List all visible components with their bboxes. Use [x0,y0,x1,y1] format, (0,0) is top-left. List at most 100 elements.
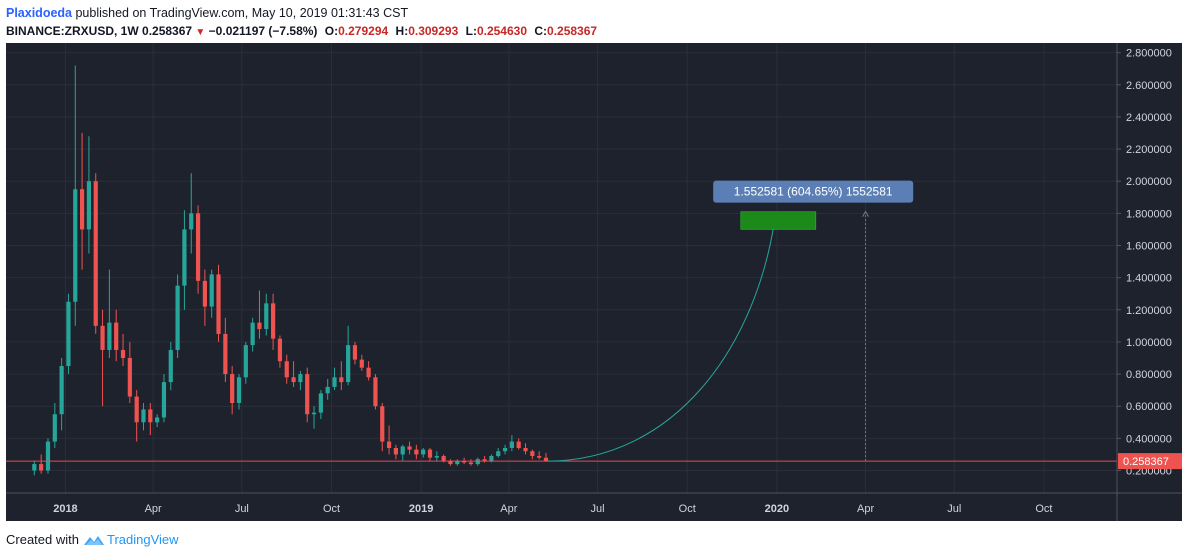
y-tick-label: 0.800000 [1126,369,1172,381]
candle-body [400,446,405,455]
tradingview-logo[interactable]: TradingView [83,532,179,547]
price-chart[interactable]: 1.552581 (604.65%) 1552581 2.800000 2.600… [6,43,1182,521]
time-axis[interactable]: 2018 Apr Jul Oct 2019 Apr Jul Oct 2020 Apr Jul Oct [53,503,1052,515]
y-tick-label: 1.400000 [1126,273,1172,285]
candle-body [39,464,44,471]
candle-body [475,459,480,465]
candle-body [195,213,201,281]
x-tick-label: Apr [500,503,517,515]
last-price: 0.258367 [142,24,193,38]
candle-body [148,409,153,423]
symbol-label: BINANCE:ZRXUSD, 1W [6,24,139,38]
candle-body [66,301,71,367]
tradingview-brand: TradingView [106,532,179,547]
x-tick-label: Jul [947,503,961,515]
candle-body [339,377,344,383]
measure-callout-box [713,180,914,203]
candle-body [448,460,453,465]
candle-body [291,377,296,383]
down-triangle-icon: ▼ [195,27,206,38]
y-tick-label: 2.000000 [1126,176,1172,188]
price-axis[interactable]: 2.800000 2.600000 2.400000 2.200000 2.000000… [1117,48,1182,478]
x-tick-label: Oct [1035,503,1052,515]
last-price-tag [1118,453,1182,470]
candle-body [482,459,487,461]
candle-body [277,338,283,362]
x-tick-label: 2018 [53,503,77,515]
candle-body [189,213,194,230]
time-axis-background [6,493,1182,521]
x-tick-label: Oct [679,503,696,515]
x-tick-label: 2020 [765,503,789,515]
open-value: 0.279294 [338,24,389,38]
candle-body [93,181,98,326]
close-value: 0.258367 [547,24,598,38]
close-label: C: [534,24,548,38]
candle-body [243,345,248,378]
y-tick-label: 1.600000 [1126,241,1172,253]
candle-body [441,456,446,461]
candle-body [305,374,310,415]
candle-body [107,322,112,350]
high-label: H: [395,24,409,38]
candle-body [489,456,494,461]
candle-body [393,448,399,455]
candle-body [250,322,255,346]
candle-body [502,448,508,452]
y-tick-label: 1.000000 [1126,337,1172,349]
target-zone-box[interactable] [740,211,817,230]
candle-body [543,457,549,462]
candle-body [380,406,385,442]
candle-body [141,409,146,423]
chart-area[interactable]: 1.552581 (604.65%) 1552581 2.800000 2.600… [6,43,1182,521]
author-link[interactable]: Plaxidoeda [6,6,72,20]
candle-body [155,417,160,423]
candle-body [86,181,92,230]
open-label: O: [324,24,339,38]
candle-body [264,303,269,330]
candle-body [523,448,528,452]
candle-body [271,303,276,339]
plot-background [6,43,1117,493]
measure-arrowhead [862,210,869,217]
y-tick-label: 2.800000 [1126,48,1172,60]
last-price-tag-label: 0.258367 [1123,456,1169,468]
candle-body [182,229,187,286]
symbol-line: BINANCE:ZRXUSD, 1W 0.258367 ▼ −0.021197 … [6,22,1186,40]
candle-body [284,361,289,378]
candle-body [120,349,126,358]
candle-body [462,460,467,463]
candle-body [32,464,37,471]
candle-body [407,446,412,450]
measure-callout-label: 1.552581 (604.65%) 1552581 [734,185,893,199]
candle-body [332,377,337,387]
candle-body [59,366,64,415]
price-change: −0.021197 (−7.58%) [208,24,318,38]
candle-body [468,462,474,465]
candle-body [311,412,317,415]
drawings-group: 1.552581 (604.65%) 1552581 [6,180,1117,462]
candle-body [79,189,85,230]
candle-body [346,345,351,383]
candle-body [52,414,57,442]
candle-body [366,367,371,378]
candle-body [325,386,330,394]
y-tick-label: 2.400000 [1126,112,1172,124]
candle-body [530,451,535,457]
candle-body [134,396,139,423]
candle-body [318,393,323,413]
candle-body [455,460,460,465]
candle-body [45,441,51,471]
candle-body [298,374,303,383]
candle-body [161,382,167,418]
price-axis-background [1117,43,1182,493]
x-tick-label: 2019 [409,503,433,515]
low-label: L: [465,24,477,38]
candle-body [202,280,207,307]
candle-body [223,333,228,375]
candle-body [230,374,235,403]
candle-body [175,285,180,350]
candle-body [414,449,419,455]
candle-body [168,349,173,383]
tradingview-logo-icon [83,535,104,545]
